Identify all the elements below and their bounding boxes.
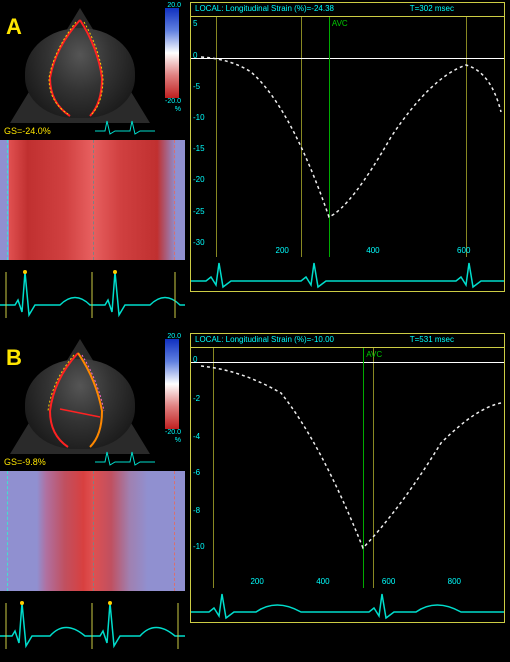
strain-curve: [191, 348, 504, 588]
panel-letter-b: B: [6, 345, 22, 371]
strain-graph-b[interactable]: LOCAL: Longitudinal Strain (%)=-10.00 T=…: [190, 333, 505, 623]
strain-curve: [191, 17, 504, 257]
am-dash: [93, 140, 94, 260]
am-dash: [7, 140, 8, 260]
strain-tracking-overlay: [10, 8, 150, 128]
local-strain-label: LOCAL: Longitudinal Strain (%)=-10.00: [195, 335, 334, 344]
panel-a-left: 4 CH A 20.0 -20.0 % GS=-24.0%: [0, 0, 185, 331]
anatomic-mmode-a: [0, 140, 185, 260]
ultrasound-sector: [10, 8, 150, 128]
colorbar-top: 20.0: [167, 333, 181, 340]
colorbar-pct: %: [175, 437, 181, 444]
colorbar: [165, 8, 179, 98]
graph-ecg: [191, 588, 504, 622]
colorbar-bot: -20.0: [165, 429, 181, 436]
time-label: T=531 msec: [410, 335, 454, 344]
colorbar-bot: -20.0: [165, 98, 181, 105]
am-dash: [174, 471, 175, 591]
small-ecg: [95, 116, 155, 136]
local-strain-label: LOCAL: Longitudinal Strain (%)=-24.38: [195, 4, 334, 13]
am-dash: [7, 471, 8, 591]
graph-header: LOCAL: Longitudinal Strain (%)=-24.38 T=…: [191, 3, 504, 17]
am-dash: [174, 140, 175, 260]
ultrasound-sector: [10, 339, 150, 459]
graph-ecg: [191, 257, 504, 291]
colorbar: [165, 339, 179, 429]
graph-plot: AVC 5 0 -5 -10 -15 -20 -25 -30 200 400 6…: [191, 17, 504, 257]
am-dash: [93, 471, 94, 591]
echo-sector-b: 20.0 -20.0 % GS=-9.8%: [0, 331, 185, 471]
panel-b: 4 CH B 20.0 -20.0 % GS=-9.8%: [0, 331, 510, 662]
anatomic-mmode-b: [0, 471, 185, 591]
echo-sector-a: 20.0 -20.0 % GS=-24.0%: [0, 0, 185, 140]
ecg-strip-a: [0, 260, 185, 330]
strain-tracking-overlay: [10, 339, 150, 459]
strain-graph-a[interactable]: LOCAL: Longitudinal Strain (%)=-24.38 T=…: [190, 2, 505, 292]
gs-label: GS=-24.0%: [4, 126, 51, 136]
gs-label: GS=-9.8%: [4, 457, 46, 467]
panel-a: 4 CH A 20.0 -20.0 % GS=-24.0%: [0, 0, 510, 331]
small-ecg: [95, 447, 155, 467]
colorbar-pct: %: [175, 106, 181, 113]
panel-a-right: LOCAL: Longitudinal Strain (%)=-24.38 T=…: [185, 0, 510, 331]
time-label: T=302 msec: [410, 4, 454, 13]
panel-b-right: LOCAL: Longitudinal Strain (%)=-10.00 T=…: [185, 331, 510, 662]
graph-header: LOCAL: Longitudinal Strain (%)=-10.00 T=…: [191, 334, 504, 348]
colorbar-top: 20.0: [167, 2, 181, 9]
graph-plot: AVC 0 -2 -4 -6 -8 -10 200 400 600 800: [191, 348, 504, 588]
ecg-strip-b: [0, 591, 185, 661]
panel-letter-a: A: [6, 14, 22, 40]
panel-b-left: 4 CH B 20.0 -20.0 % GS=-9.8%: [0, 331, 185, 662]
